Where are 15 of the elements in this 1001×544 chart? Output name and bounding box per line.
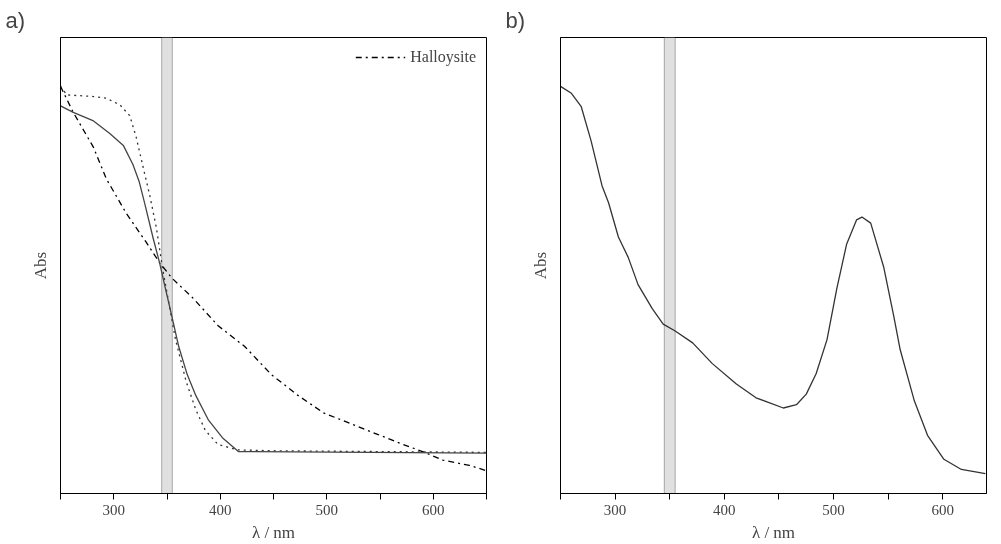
x-tick-label: 500 (822, 501, 845, 518)
chart-title: a) (5, 7, 26, 33)
x-axis-title: λ / nm (751, 522, 796, 542)
x-tick-label: 600 (422, 501, 445, 518)
y-axis-title: Abs (30, 251, 50, 280)
x-tick-label: 500 (315, 501, 338, 518)
x-axis-title: λ / nm (251, 522, 296, 542)
chart-title: b) (505, 7, 526, 33)
x-tick-label: 400 (209, 501, 232, 518)
y-axis-title: Abs (530, 251, 550, 280)
x-tick-label: 600 (931, 501, 955, 518)
x-tick-label: 300 (102, 501, 125, 518)
legend-label: Halloysite (410, 48, 476, 66)
x-tick-label: 400 (713, 501, 736, 518)
x-tick-label: 300 (603, 501, 627, 518)
